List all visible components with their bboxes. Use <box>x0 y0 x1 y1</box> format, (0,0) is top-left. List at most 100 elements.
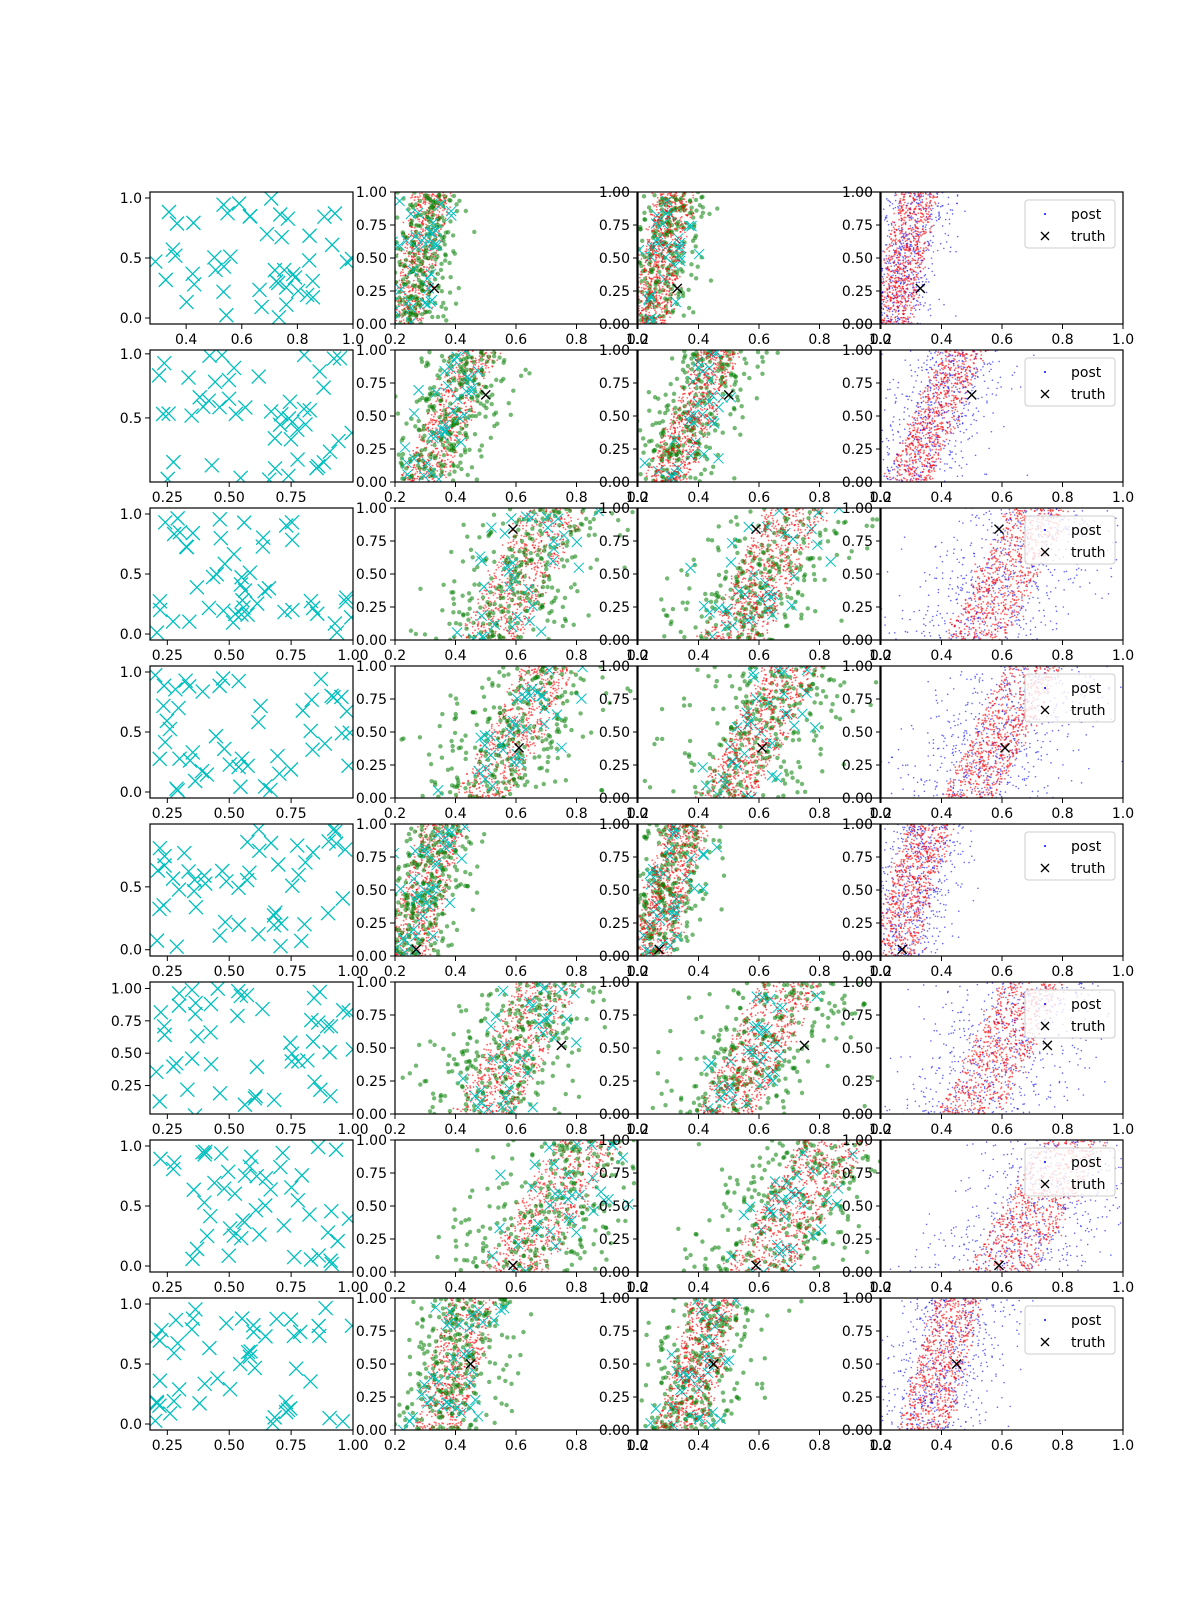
red-point <box>903 309 905 312</box>
red-point <box>417 218 419 221</box>
red-point <box>435 427 437 429</box>
blue-point <box>902 275 904 277</box>
green-point <box>458 377 464 382</box>
red-point <box>671 208 673 211</box>
red-point <box>403 287 405 290</box>
cyan-point <box>407 265 419 276</box>
blue-point <box>903 232 905 235</box>
posterior-green-points <box>395 350 532 482</box>
blue-point <box>912 284 914 286</box>
observation-points <box>150 192 353 324</box>
observation-point <box>160 471 176 482</box>
red-point <box>410 196 412 199</box>
green-point <box>442 413 448 419</box>
green-point <box>471 359 476 365</box>
red-point <box>431 464 434 467</box>
green-point <box>425 256 431 261</box>
green-point <box>686 287 691 293</box>
green-point <box>441 453 447 458</box>
green-point <box>663 410 668 416</box>
red-point <box>666 301 669 304</box>
blue-point <box>931 270 933 273</box>
red-point <box>641 321 644 324</box>
blue-point <box>877 306 879 308</box>
green-point <box>655 278 660 284</box>
red-point <box>917 212 920 215</box>
red-point <box>643 283 645 286</box>
red-point <box>664 198 667 201</box>
cyan-point <box>697 366 709 377</box>
red-point <box>401 268 404 271</box>
observation-point <box>280 211 296 227</box>
red-point <box>916 243 919 246</box>
red-point <box>674 193 677 196</box>
observation-point <box>316 209 332 225</box>
red-point <box>682 241 685 244</box>
green-point <box>400 312 405 317</box>
observation-point <box>158 272 174 288</box>
cyan-point <box>425 268 437 280</box>
observation-point <box>344 251 353 267</box>
red-point <box>440 198 442 201</box>
red-point <box>899 300 902 303</box>
cyan-point <box>425 467 437 479</box>
blue-point <box>877 277 879 279</box>
x-tick-label: 0.6 <box>505 332 527 348</box>
green-point <box>732 425 737 431</box>
red-point <box>667 267 670 270</box>
green-point <box>441 300 446 306</box>
red-point <box>665 270 668 273</box>
red-point <box>902 316 905 319</box>
red-point <box>657 211 660 214</box>
red-point <box>666 251 668 254</box>
y-tick-label: 1.00 <box>599 185 630 201</box>
red-point <box>671 279 674 282</box>
red-point <box>407 285 410 287</box>
red-point <box>884 267 887 270</box>
blue-point <box>882 250 884 252</box>
red-point <box>898 277 901 279</box>
red-point <box>449 416 452 419</box>
observation-point <box>289 422 305 438</box>
green-point <box>455 464 461 469</box>
green-point <box>442 242 447 247</box>
observation-point <box>220 205 235 221</box>
blue-point <box>871 306 873 308</box>
red-point <box>490 351 493 354</box>
red-point <box>671 268 673 271</box>
green-point <box>733 374 738 379</box>
red-point <box>921 233 924 236</box>
blue-point <box>935 219 938 222</box>
red-point <box>918 241 921 244</box>
red-point <box>437 451 440 453</box>
red-point <box>929 227 931 230</box>
red-point <box>874 319 876 321</box>
red-point <box>638 286 641 289</box>
red-point <box>925 212 928 215</box>
blue-point <box>910 243 912 246</box>
red-point <box>912 196 915 199</box>
red-point <box>686 438 689 440</box>
red-point <box>638 298 641 301</box>
blue-point <box>882 208 885 210</box>
red-point <box>646 299 649 302</box>
blue-point <box>898 245 901 248</box>
green-point <box>482 384 488 389</box>
green-point <box>447 260 452 266</box>
green-point <box>688 475 693 480</box>
green-point <box>448 401 453 406</box>
red-point <box>912 248 915 250</box>
green-point <box>628 234 632 238</box>
red-point <box>672 217 675 220</box>
red-point <box>499 352 502 355</box>
green-point <box>432 442 437 448</box>
green-point <box>395 280 399 285</box>
red-point <box>462 375 464 378</box>
red-point <box>728 357 731 360</box>
red-point <box>653 228 656 230</box>
red-point <box>426 412 429 415</box>
red-point <box>681 414 684 417</box>
red-point <box>913 315 915 318</box>
red-point <box>653 219 656 222</box>
green-point <box>433 257 438 262</box>
